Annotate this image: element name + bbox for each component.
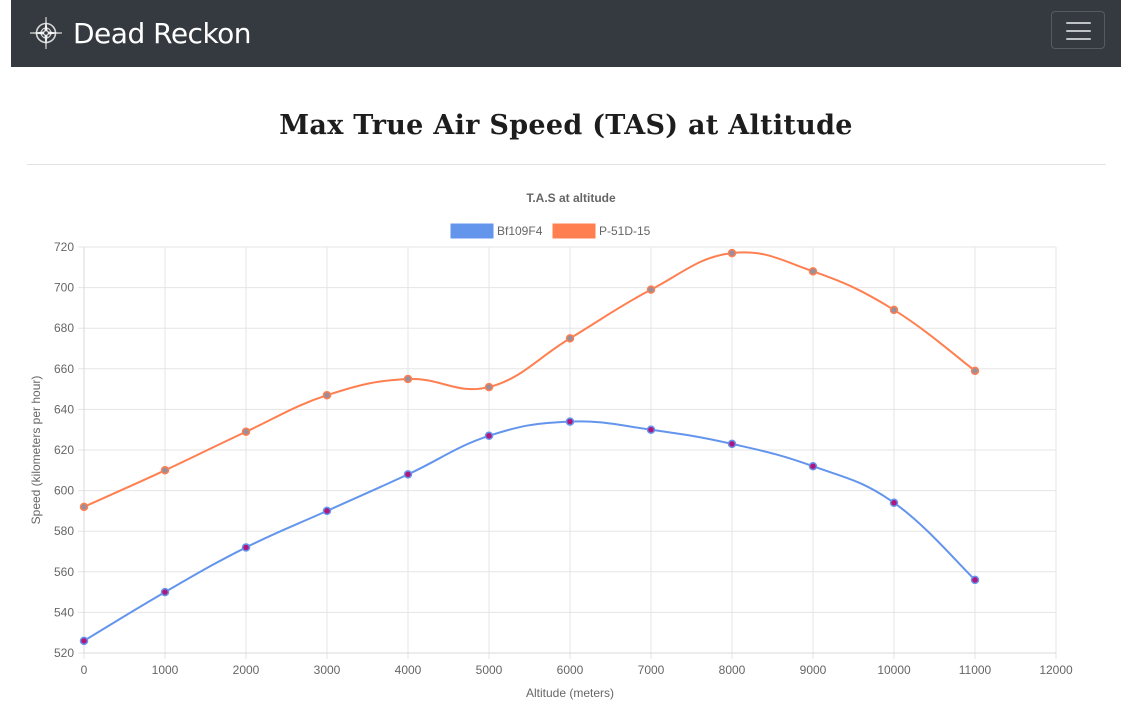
x-axis-label: Altitude (meters) — [526, 686, 614, 700]
legend-swatch-1[interactable] — [552, 223, 596, 239]
data-point-series0-2[interactable] — [241, 543, 251, 552]
y-tick-label: 640 — [54, 402, 74, 416]
chart-title: T.A.S at altitude — [526, 191, 616, 205]
data-point-series1-1[interactable] — [160, 466, 170, 475]
data-point-series1-10[interactable] — [889, 305, 899, 315]
navbar-toggle-button[interactable] — [1051, 11, 1105, 49]
page-title: Max True Air Speed (TAS) at Altitude — [279, 110, 853, 141]
x-tick-label: 10000 — [877, 663, 911, 677]
y-axis-label: Speed (kilometers per hour) — [29, 376, 43, 525]
y-tick-label: 580 — [54, 524, 74, 538]
y-tick-label: 560 — [54, 565, 74, 579]
data-point-series0-6[interactable] — [565, 417, 575, 426]
brand-link[interactable]: Dead Reckon — [29, 12, 252, 54]
data-point-series0-0[interactable] — [79, 636, 89, 646]
x-tick-label: 3000 — [314, 663, 341, 677]
x-tick-label: 7000 — [638, 663, 665, 677]
data-point-series0-5[interactable] — [484, 431, 494, 441]
x-tick-label: 9000 — [800, 663, 827, 677]
x-tick-label: 8000 — [719, 663, 746, 677]
hamburger-menu-icon — [1066, 22, 1091, 24]
brand-name: Dead Reckon — [73, 16, 252, 50]
x-tick-label: 4000 — [395, 663, 422, 677]
data-point-series1-5[interactable] — [484, 382, 494, 392]
x-tick-label: 11000 — [959, 663, 992, 677]
data-point-series0-1[interactable] — [160, 587, 170, 597]
data-point-series0-10[interactable] — [889, 498, 899, 508]
compass-icon — [30, 17, 62, 49]
data-point-series1-7[interactable] — [646, 285, 656, 294]
x-tick-label: 6000 — [557, 663, 584, 677]
legend-swatch-0[interactable] — [450, 223, 494, 239]
title-divider — [27, 164, 1106, 165]
x-tick-label: 5000 — [476, 663, 503, 677]
legend-label-1[interactable]: P-51D-15 — [599, 224, 651, 238]
data-point-series1-4[interactable] — [403, 374, 413, 384]
data-point-series1-2[interactable] — [241, 427, 251, 436]
data-point-series1-8[interactable] — [727, 248, 737, 258]
y-tick-label: 540 — [54, 605, 74, 619]
data-point-series0-9[interactable] — [808, 461, 818, 471]
legend-label-0[interactable]: Bf109F4 — [497, 224, 543, 238]
data-point-series0-11[interactable] — [970, 575, 980, 585]
data-point-series1-0[interactable] — [79, 502, 89, 512]
data-point-series1-9[interactable] — [808, 267, 818, 276]
x-tick-label: 12000 — [1039, 663, 1073, 677]
y-tick-label: 620 — [54, 443, 74, 457]
y-tick-label: 600 — [54, 484, 74, 498]
y-tick-label: 680 — [54, 321, 74, 335]
y-tick-label: 720 — [54, 240, 74, 254]
data-point-series1-3[interactable] — [322, 390, 332, 400]
data-point-series0-3[interactable] — [322, 506, 332, 516]
data-point-series0-7[interactable] — [646, 425, 656, 434]
y-tick-label: 520 — [54, 646, 74, 660]
y-tick-label: 660 — [54, 362, 74, 376]
series-line-1 — [83, 251, 976, 508]
data-point-series0-8[interactable] — [727, 439, 737, 449]
speed-altitude-chart: T.A.S at altitude Bf109F4 P-51D-15 520 540 56… — [29, 191, 1073, 700]
x-tick-label: 0 — [81, 663, 88, 677]
series-line-0 — [83, 420, 976, 642]
y-tick-label: 700 — [54, 281, 74, 295]
x-tick-label: 2000 — [233, 663, 260, 677]
x-tick-label: 1000 — [152, 663, 179, 677]
data-point-series1-11[interactable] — [970, 366, 980, 376]
data-point-series1-6[interactable] — [565, 334, 575, 343]
data-point-series0-4[interactable] — [403, 470, 413, 479]
navbar: Dead Reckon — [11, 0, 1121, 67]
